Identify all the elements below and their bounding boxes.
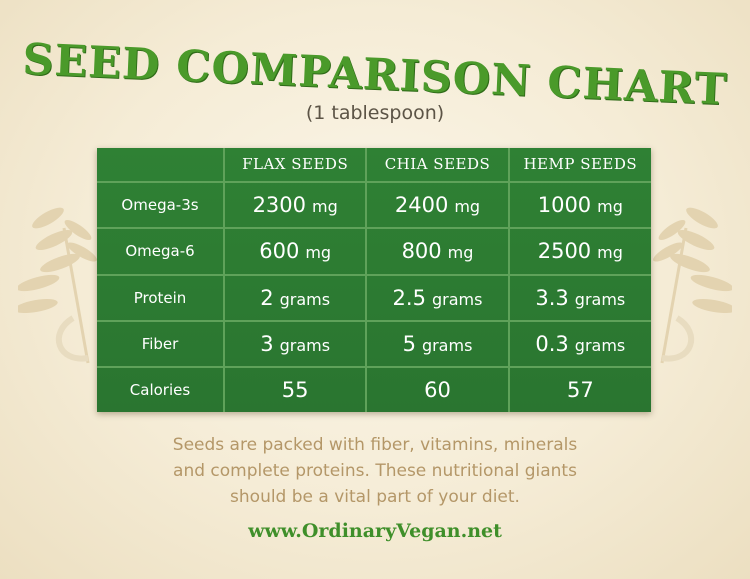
cell-value: 2: [260, 285, 274, 310]
table-row-calories: Calories 55 60 57: [97, 366, 651, 412]
cell-value: 5: [402, 332, 416, 357]
comparison-table: FLAX SEEDS CHIA SEEDS HEMP SEEDS Omega-3…: [97, 148, 651, 412]
cell-value: 57: [566, 378, 594, 403]
table-cell: 2300 mg: [222, 180, 368, 230]
cell-unit: mg: [454, 197, 481, 217]
cell-value: 2400: [394, 193, 449, 218]
row-label: Protein: [97, 273, 225, 323]
cell-unit: grams: [279, 289, 331, 309]
header-row: FLAX SEEDS CHIA SEEDS HEMP SEEDS: [97, 148, 651, 183]
row-label: Calories: [97, 366, 225, 412]
cell-unit: grams: [431, 289, 483, 309]
header-hemp-seeds: HEMP SEEDS: [507, 148, 651, 183]
cell-value: 600: [259, 239, 300, 264]
table-cell: 57: [507, 366, 651, 412]
description-line: and complete proteins. These nutritional…: [173, 461, 577, 481]
wheat-decoration-left-icon: [18, 207, 97, 364]
table-cell: 0.3 grams: [507, 320, 651, 369]
comparison-table-board: FLAX SEEDS CHIA SEEDS HEMP SEEDS Omega-3…: [97, 148, 651, 412]
chart-subtitle: (1 tablespoon): [305, 102, 445, 124]
row-label: Fiber: [97, 320, 225, 369]
cell-value: 2.5: [392, 285, 426, 310]
header-chia-seeds: CHIA SEEDS: [365, 148, 510, 183]
table-cell: 2.5 grams: [365, 273, 510, 323]
website-link[interactable]: www.OrdinaryVegan.net: [248, 520, 502, 542]
table-cell: 5 grams: [365, 320, 510, 369]
cell-unit: grams: [279, 336, 331, 356]
cell-unit: mg: [597, 197, 623, 217]
cell-value: 55: [281, 378, 309, 403]
table-row-omega-6: Omega-6 600 mg 800 mg 2500 mg: [97, 227, 651, 276]
table-cell: 2500 mg: [507, 227, 651, 276]
cell-unit: grams: [421, 336, 473, 356]
table-row-fiber: Fiber 3 grams 5 grams 0.3 grams: [97, 320, 651, 369]
description-line: should be a vital part of your diet.: [230, 487, 520, 507]
table-cell: 3 grams: [222, 320, 368, 369]
cell-value: 2500: [537, 239, 592, 264]
header-flax-seeds: FLAX SEEDS: [222, 148, 368, 183]
table-cell: 1000 mg: [507, 180, 651, 230]
cell-unit: mg: [447, 243, 474, 263]
cell-value: 800: [401, 239, 442, 264]
table-row-protein: Protein 2 grams 2.5 grams 3.3 grams: [97, 273, 651, 323]
cell-value: 60: [424, 378, 451, 403]
cell-unit: grams: [574, 336, 626, 356]
table-cell: 2 grams: [222, 273, 368, 323]
cell-unit: mg: [597, 243, 623, 263]
cell-unit: grams: [574, 289, 626, 309]
row-label: Omega-3s: [97, 180, 225, 230]
table-cell: 600 mg: [222, 227, 368, 276]
table-cell: 2400 mg: [365, 180, 510, 230]
wheat-decoration-right-icon: [653, 207, 732, 364]
cell-unit: mg: [312, 197, 338, 217]
row-label: Omega-6: [97, 227, 225, 276]
cell-unit: mg: [305, 243, 332, 263]
cell-value: 3.3: [535, 285, 569, 310]
cell-value: 0.3: [535, 332, 569, 357]
table-cell: 800 mg: [365, 227, 510, 276]
description-line: Seeds are packed with fiber, vitamins, m…: [172, 435, 578, 455]
cell-value: 1000: [537, 193, 592, 218]
cell-value: 2300: [252, 193, 307, 218]
description-text: Seeds are packed with fiber, vitamins, m…: [0, 432, 750, 510]
table-cell: 60: [365, 366, 510, 412]
header-cell-empty: [97, 148, 225, 183]
table-row-omega-3s: Omega-3s 2300 mg 2400 mg 1000 mg: [97, 180, 651, 230]
cell-value: 3: [260, 332, 274, 357]
table-cell: 55: [222, 366, 368, 412]
table-cell: 3.3 grams: [507, 273, 651, 323]
